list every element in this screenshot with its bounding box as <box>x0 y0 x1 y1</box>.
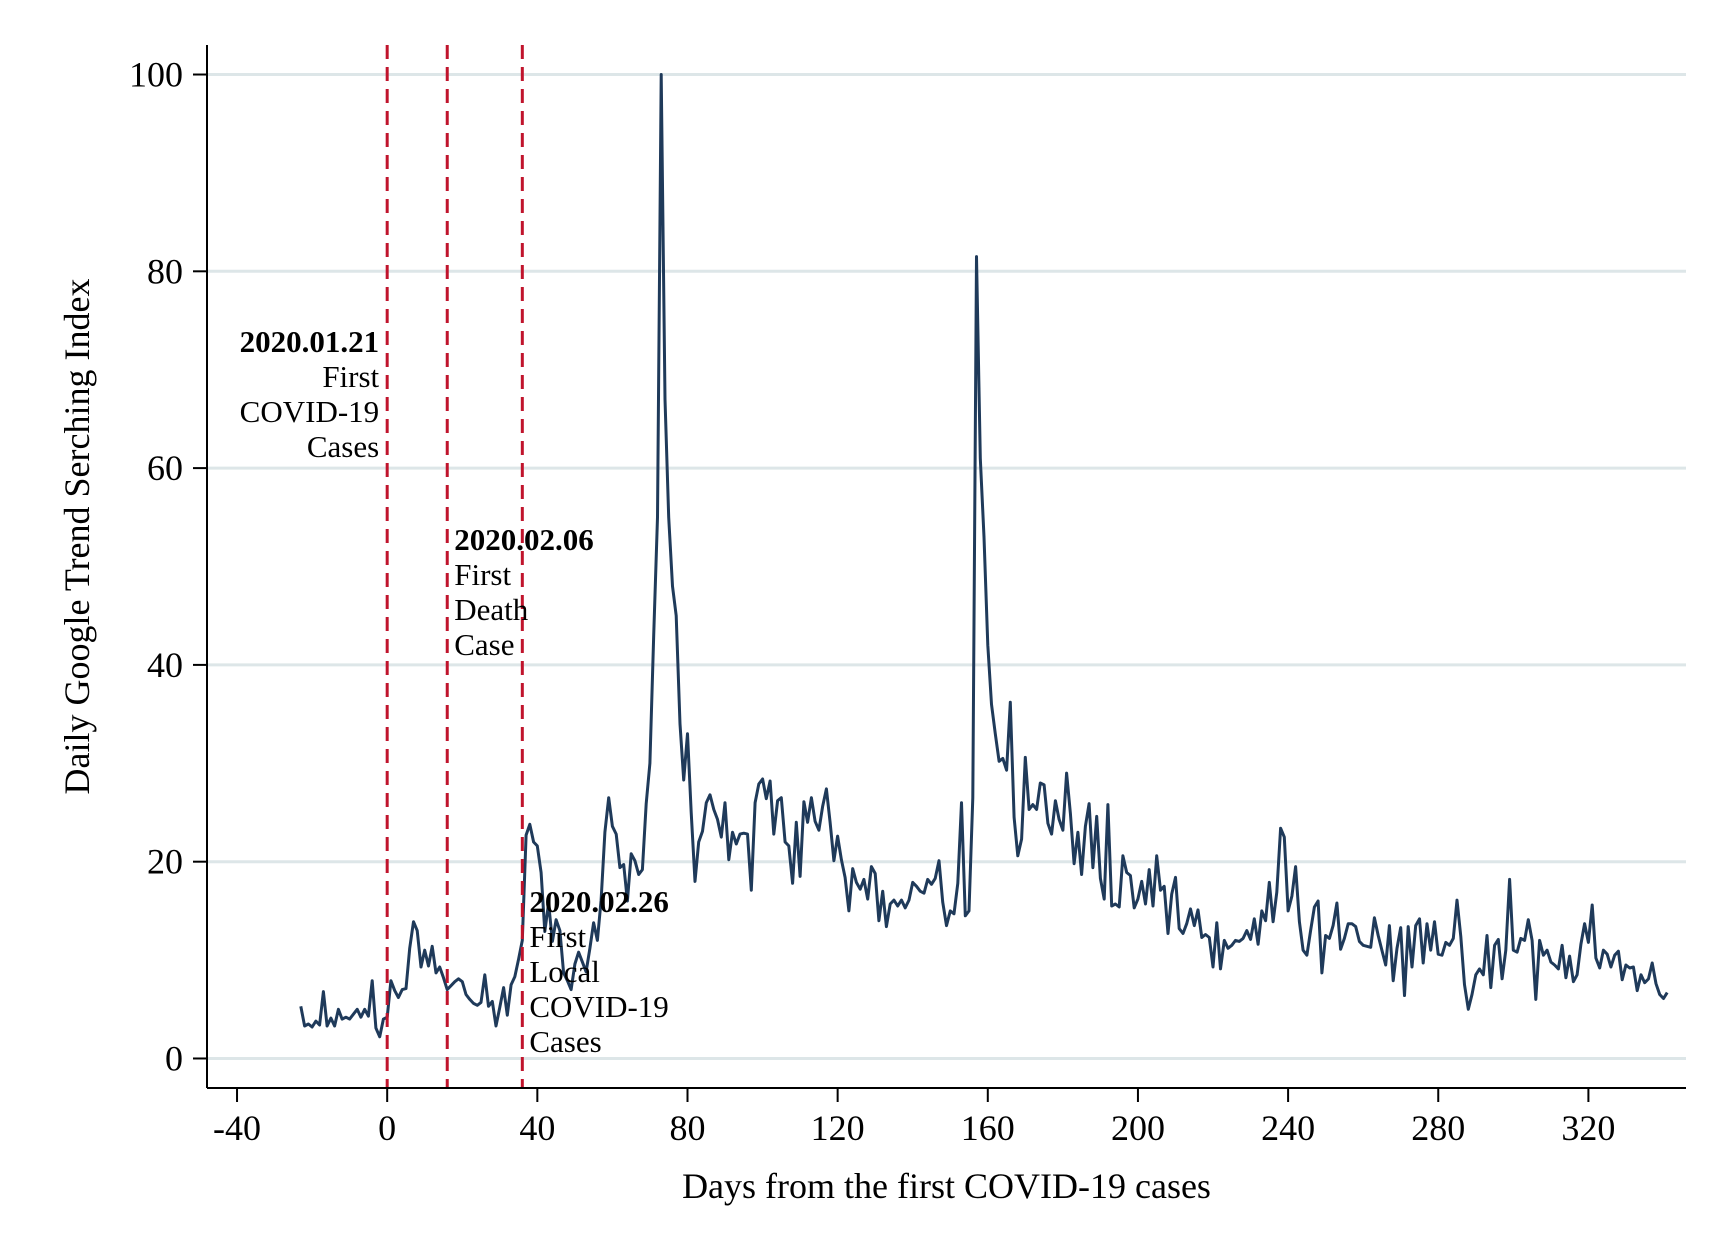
x-tick-label: 120 <box>811 1108 865 1148</box>
gridlines <box>207 73 1686 1060</box>
event-date-label: 2020.01.21 <box>240 324 380 359</box>
event-lines <box>385 45 524 1088</box>
x-tick-label: 240 <box>1261 1108 1315 1148</box>
event-description-label: COVID-19 <box>529 989 669 1024</box>
y-axis-title: Daily Google Trend Serching Index <box>57 279 97 795</box>
y-tick-label: 20 <box>147 842 183 882</box>
y-tick-label: 80 <box>147 251 183 291</box>
event-description-label: Case <box>454 627 514 662</box>
x-axis-title: Days from the first COVID-19 cases <box>682 1166 1211 1206</box>
event-description-label: Cases <box>529 1024 601 1059</box>
event-description-label: First <box>529 919 586 954</box>
x-tick-label: 200 <box>1111 1108 1165 1148</box>
x-tick-label: 320 <box>1561 1108 1615 1148</box>
y-tick-label: 40 <box>147 645 183 685</box>
x-tick-label: -40 <box>213 1108 261 1148</box>
x-tick-label: 160 <box>961 1108 1015 1148</box>
event-description-label: First <box>322 359 379 394</box>
series-layer <box>299 73 1669 1039</box>
event-date-label: 2020.02.06 <box>454 522 594 557</box>
event-description-label: Death <box>454 592 529 627</box>
event-description-label: Local <box>529 954 600 989</box>
y-tick-label: 0 <box>165 1038 183 1078</box>
y-tick-label: 60 <box>147 448 183 488</box>
x-tick-label: 80 <box>669 1108 705 1148</box>
event-description-label: COVID-19 <box>240 394 380 429</box>
series-line <box>299 73 1669 1039</box>
y-tick-label: 100 <box>129 55 183 95</box>
event-annotations: 2020.01.21FirstCOVID-19Cases2020.02.06Fi… <box>240 324 669 1059</box>
axes: 0 20 40 60 80 100 -40 0 40 80 120 160 200 240 280 320 <box>129 45 1686 1148</box>
event-description-label: First <box>454 557 511 592</box>
event-date-label: 2020.02.26 <box>529 884 669 919</box>
x-tick-label: 280 <box>1411 1108 1465 1148</box>
x-tick-label: 0 <box>378 1108 396 1148</box>
x-tick-label: 40 <box>519 1108 555 1148</box>
event-description-label: Cases <box>307 429 379 464</box>
